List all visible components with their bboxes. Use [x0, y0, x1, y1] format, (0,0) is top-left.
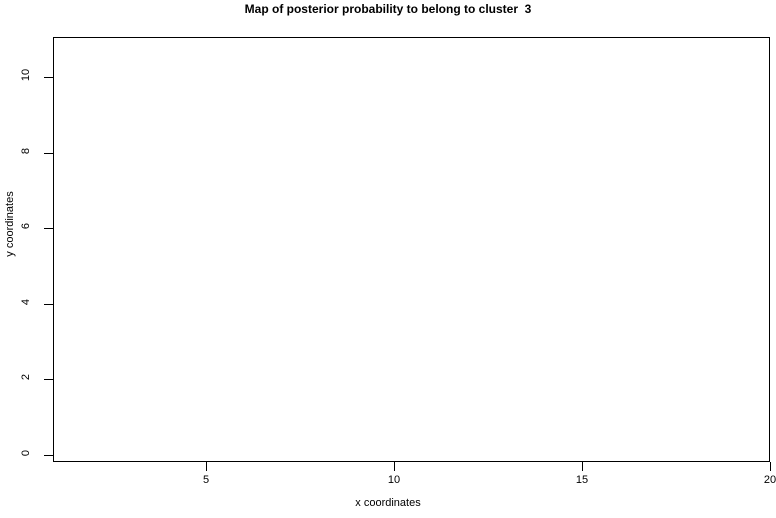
x-axis-tick-label: 10: [387, 474, 401, 486]
page-title: Map of posterior probability to belong t…: [244, 2, 532, 16]
y-axis-tick: [44, 228, 53, 230]
y-axis-tick: [44, 379, 53, 381]
y-axis-label: y coordinates: [4, 191, 16, 257]
y-axis-tick-label: 8: [20, 147, 32, 154]
y-axis-tick-label: 0: [20, 449, 32, 457]
y-axis-tick: [44, 77, 53, 78]
x-axis-tick-label: 5: [202, 474, 210, 486]
y-axis-tick: [44, 303, 53, 305]
x-axis-tick-label: 20: [763, 474, 776, 486]
y-axis-tick: [44, 152, 53, 154]
y-axis-tick-label: 2: [20, 374, 32, 381]
y-axis-tick-label: 6: [20, 223, 32, 230]
plot-frame-box: [53, 37, 770, 462]
x-axis-label: x coordinates: [355, 497, 421, 509]
x-axis-tick: [770, 462, 771, 471]
x-axis-tick-label: 15: [575, 474, 589, 486]
y-axis-tick: [44, 455, 53, 456]
x-axis-tick: [206, 462, 207, 471]
y-axis-tick-label: 10: [20, 68, 32, 82]
x-axis-tick: [582, 462, 583, 471]
y-axis-tick-label: 4: [20, 298, 32, 305]
x-axis-tick: [394, 462, 395, 471]
